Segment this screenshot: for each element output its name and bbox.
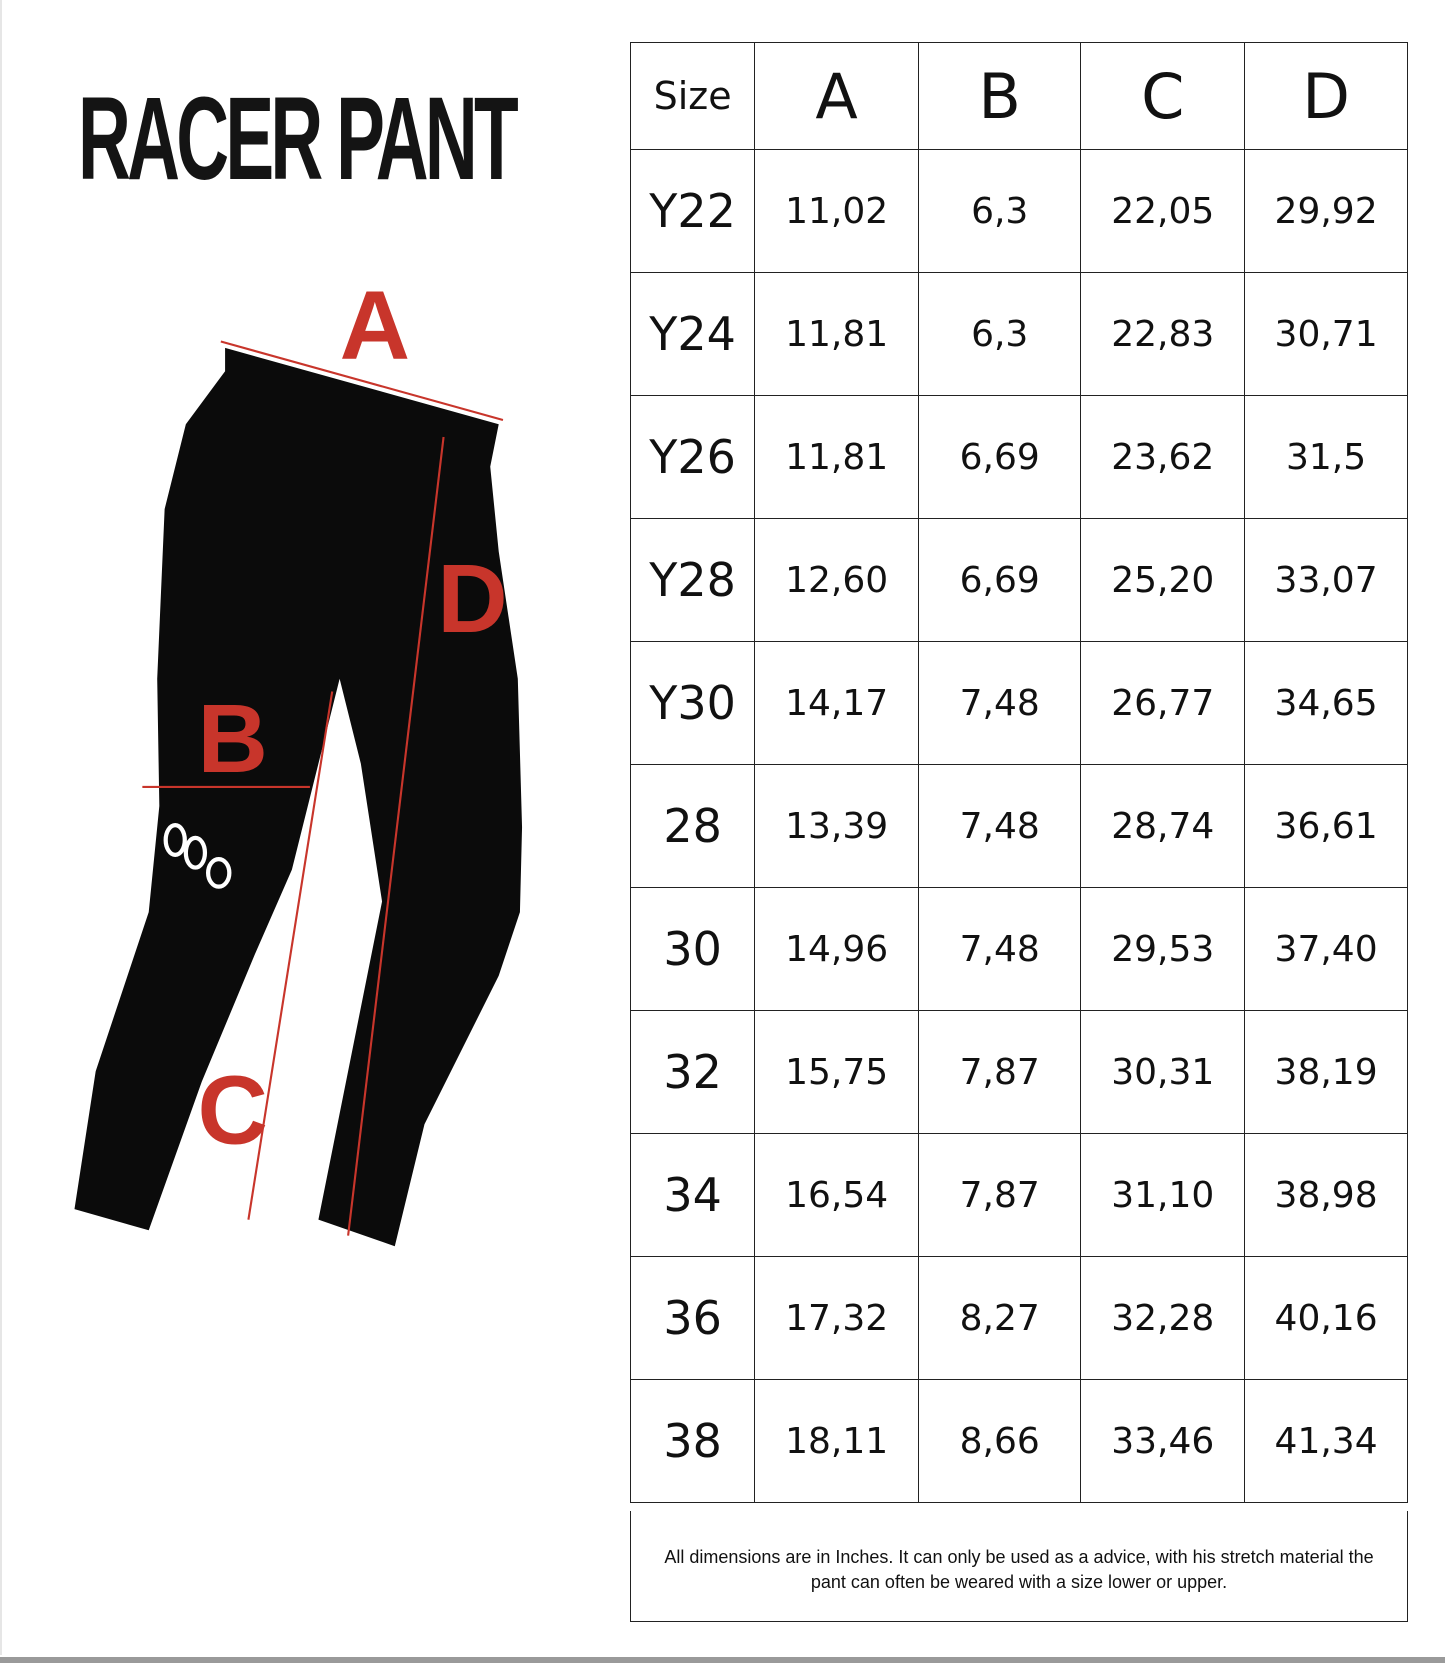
table-row: Y30 14,17 7,48 26,77 34,65 [629, 641, 1408, 765]
measure-cell: 33,07 [1244, 518, 1408, 642]
measure-cell: 22,05 [1080, 149, 1246, 273]
measure-cell: 32,28 [1080, 1256, 1246, 1380]
header-d: D [1244, 42, 1408, 150]
table-row: Y24 11,81 6,3 22,83 30,71 [629, 272, 1408, 396]
header-c: C [1080, 42, 1246, 150]
measure-cell: 14,96 [754, 887, 920, 1011]
sizing-note: All dimensions are in Inches. It can onl… [630, 1511, 1408, 1622]
size-cell: 34 [629, 1133, 756, 1257]
header-a: A [754, 42, 920, 150]
size-cell: Y26 [629, 395, 756, 519]
measure-cell: 25,20 [1080, 518, 1246, 642]
measure-cell: 30,71 [1244, 272, 1408, 396]
measure-cell: 12,60 [754, 518, 920, 642]
measure-cell: 17,32 [754, 1256, 920, 1380]
measure-cell: 37,40 [1244, 887, 1408, 1011]
size-cell: 38 [629, 1379, 756, 1503]
table-header-row: Size A B C D [629, 42, 1408, 150]
measure-cell: 7,48 [918, 764, 1082, 888]
label-c: C [198, 1055, 268, 1164]
measure-cell: 6,3 [918, 272, 1082, 396]
size-cell: 30 [629, 887, 756, 1011]
measure-cell: 23,62 [1080, 395, 1246, 519]
measure-cell: 6,3 [918, 149, 1082, 273]
table-row: 38 18,11 8,66 33,46 41,34 [629, 1379, 1408, 1503]
size-cell: Y24 [629, 272, 756, 396]
measure-cell: 31,5 [1244, 395, 1408, 519]
measure-cell: 8,27 [918, 1256, 1082, 1380]
measure-cell: 26,77 [1080, 641, 1246, 765]
measure-cell: 14,17 [754, 641, 920, 765]
measure-cell: 11,02 [754, 149, 920, 273]
measure-cell: 38,98 [1244, 1133, 1408, 1257]
measure-cell: 36,61 [1244, 764, 1408, 888]
size-cell: 28 [629, 764, 756, 888]
measure-cell: 31,10 [1080, 1133, 1246, 1257]
label-b: B [198, 684, 268, 793]
measure-cell: 41,34 [1244, 1379, 1408, 1503]
size-cell: Y22 [629, 149, 756, 273]
table-row: 28 13,39 7,48 28,74 36,61 [629, 764, 1408, 888]
measure-cell: 8,66 [918, 1379, 1082, 1503]
measure-cell: 6,69 [918, 518, 1082, 642]
table-row: 34 16,54 7,87 31,10 38,98 [629, 1133, 1408, 1257]
size-cell: Y30 [629, 641, 756, 765]
logo-mark [163, 823, 232, 889]
page-edge [0, 0, 2, 1655]
measure-cell: 11,81 [754, 272, 920, 396]
measure-cell: 15,75 [754, 1010, 920, 1134]
measure-cell: 22,83 [1080, 272, 1246, 396]
label-a: A [340, 270, 410, 379]
measure-cell: 11,81 [754, 395, 920, 519]
measure-cell: 40,16 [1244, 1256, 1408, 1380]
table-row: 32 15,75 7,87 30,31 38,19 [629, 1010, 1408, 1134]
header-b: B [918, 42, 1082, 150]
measure-cell: 28,74 [1080, 764, 1246, 888]
measure-cell: 7,87 [918, 1010, 1082, 1134]
measure-lines [142, 340, 504, 1236]
measure-cell: 34,65 [1244, 641, 1408, 765]
table-row: 36 17,32 8,27 32,28 40,16 [629, 1256, 1408, 1380]
measure-cell: 29,92 [1244, 149, 1408, 273]
measure-cell: 16,54 [754, 1133, 920, 1257]
header-size: Size [629, 42, 756, 150]
size-chart-table: Size A B C D Y22 11,02 6,3 22,05 29,92 Y24 11,… [629, 42, 1408, 1503]
label-d: D [437, 544, 507, 653]
measure-cell: 18,11 [754, 1379, 920, 1503]
measure-cell: 13,39 [754, 764, 920, 888]
bottom-bar [0, 1657, 1445, 1663]
table-row: 30 14,96 7,48 29,53 37,40 [629, 887, 1408, 1011]
size-cell: Y28 [629, 518, 756, 642]
measure-cell: 6,69 [918, 395, 1082, 519]
size-cell: 32 [629, 1010, 756, 1134]
page-title: RACER PANT [78, 73, 519, 205]
pant-illustration [74, 347, 523, 1247]
measure-cell: 7,48 [918, 887, 1082, 1011]
size-cell: 36 [629, 1256, 756, 1380]
measure-cell: 7,87 [918, 1133, 1082, 1257]
measure-cell: 30,31 [1080, 1010, 1246, 1134]
measure-cell: 29,53 [1080, 887, 1246, 1011]
table-row: Y28 12,60 6,69 25,20 33,07 [629, 518, 1408, 642]
note-text: All dimensions are in Inches. It can onl… [664, 1547, 1374, 1592]
measure-cell: 7,48 [918, 641, 1082, 765]
table-row: Y26 11,81 6,69 23,62 31,5 [629, 395, 1408, 519]
measure-cell: 33,46 [1080, 1379, 1246, 1503]
measure-cell: 38,19 [1244, 1010, 1408, 1134]
table-row: Y22 11,02 6,3 22,05 29,92 [629, 149, 1408, 273]
